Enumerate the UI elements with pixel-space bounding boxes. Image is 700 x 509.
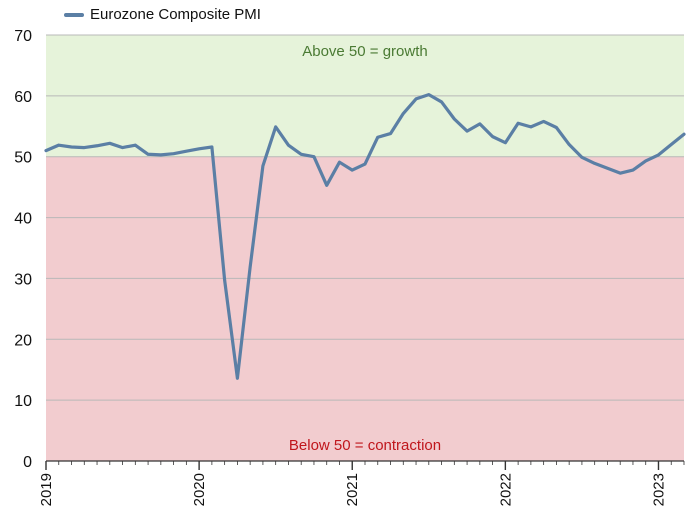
data-point: [402, 112, 405, 115]
data-point: [555, 126, 558, 129]
growth-band-label: Above 50 = growth: [302, 43, 428, 60]
y-tick-label: 30: [14, 271, 32, 288]
data-point: [542, 120, 545, 123]
x-axis: 2019 2020 2021 2022 2023: [38, 460, 685, 506]
data-point: [363, 162, 367, 166]
data-point: [300, 153, 303, 156]
x-tick-label: 2021: [344, 473, 361, 506]
y-tick-label: 0: [23, 454, 32, 471]
y-tick-label: 50: [14, 150, 32, 167]
data-point: [580, 156, 584, 159]
data-point: [529, 125, 533, 129]
contraction-band-label: Below 50 = contraction: [289, 437, 441, 454]
data-point: [427, 93, 430, 96]
x-tick-label: 2022: [497, 473, 514, 506]
data-point: [172, 152, 175, 155]
data-point: [210, 145, 214, 149]
data-point: [567, 143, 571, 146]
data-points: [44, 93, 686, 380]
data-point: [325, 184, 328, 187]
data-point: [389, 132, 392, 135]
y-axis: 0 10 20 30 40 50 60 70: [14, 28, 32, 471]
legend: Eurozone Composite PMI: [64, 6, 261, 23]
data-point: [414, 97, 418, 101]
data-point: [631, 168, 635, 172]
data-point: [682, 132, 686, 136]
data-point: [108, 142, 112, 145]
legend-swatch: [64, 12, 84, 17]
data-point: [516, 122, 520, 125]
y-tick-label: 40: [14, 211, 32, 228]
data-point: [644, 159, 647, 163]
data-point: [57, 143, 60, 147]
data-point: [453, 117, 456, 121]
gridlines: [46, 34, 684, 401]
y-tick-label: 10: [14, 393, 32, 410]
data-point: [121, 146, 124, 149]
x-tick-label: 2019: [38, 473, 55, 506]
data-point: [223, 279, 226, 282]
data-point: [619, 171, 622, 175]
y-tick-label: 20: [14, 332, 32, 349]
data-point: [478, 122, 482, 126]
data-point: [657, 153, 660, 157]
data-point: [70, 145, 73, 149]
data-point: [465, 129, 469, 133]
data-point: [491, 135, 494, 138]
x-tick-label: 2023: [650, 473, 667, 506]
data-point: [248, 265, 252, 269]
y-tick-label: 60: [14, 89, 32, 106]
data-point: [670, 143, 673, 146]
data-point: [274, 125, 277, 129]
data-point: [593, 162, 596, 165]
data-point: [338, 160, 341, 164]
data-point: [159, 153, 163, 157]
data-point: [606, 167, 609, 170]
data-point: [146, 153, 150, 156]
x-tick-label: 2020: [191, 473, 208, 506]
data-point: [261, 164, 265, 168]
legend-label: Eurozone Composite PMI: [90, 6, 261, 23]
data-point: [197, 147, 201, 151]
data-point: [83, 146, 86, 149]
data-point: [376, 136, 379, 139]
data-point: [287, 143, 290, 147]
y-tick-label: 70: [14, 28, 32, 45]
data-point: [134, 143, 137, 147]
data-point: [312, 155, 316, 158]
data-point: [185, 150, 188, 153]
data-point: [95, 144, 99, 147]
data-point: [440, 100, 443, 104]
contraction-band: [46, 156, 684, 461]
data-point: [351, 168, 354, 172]
data-point: [44, 149, 48, 152]
data-point: [504, 141, 507, 144]
data-point: [236, 377, 239, 380]
